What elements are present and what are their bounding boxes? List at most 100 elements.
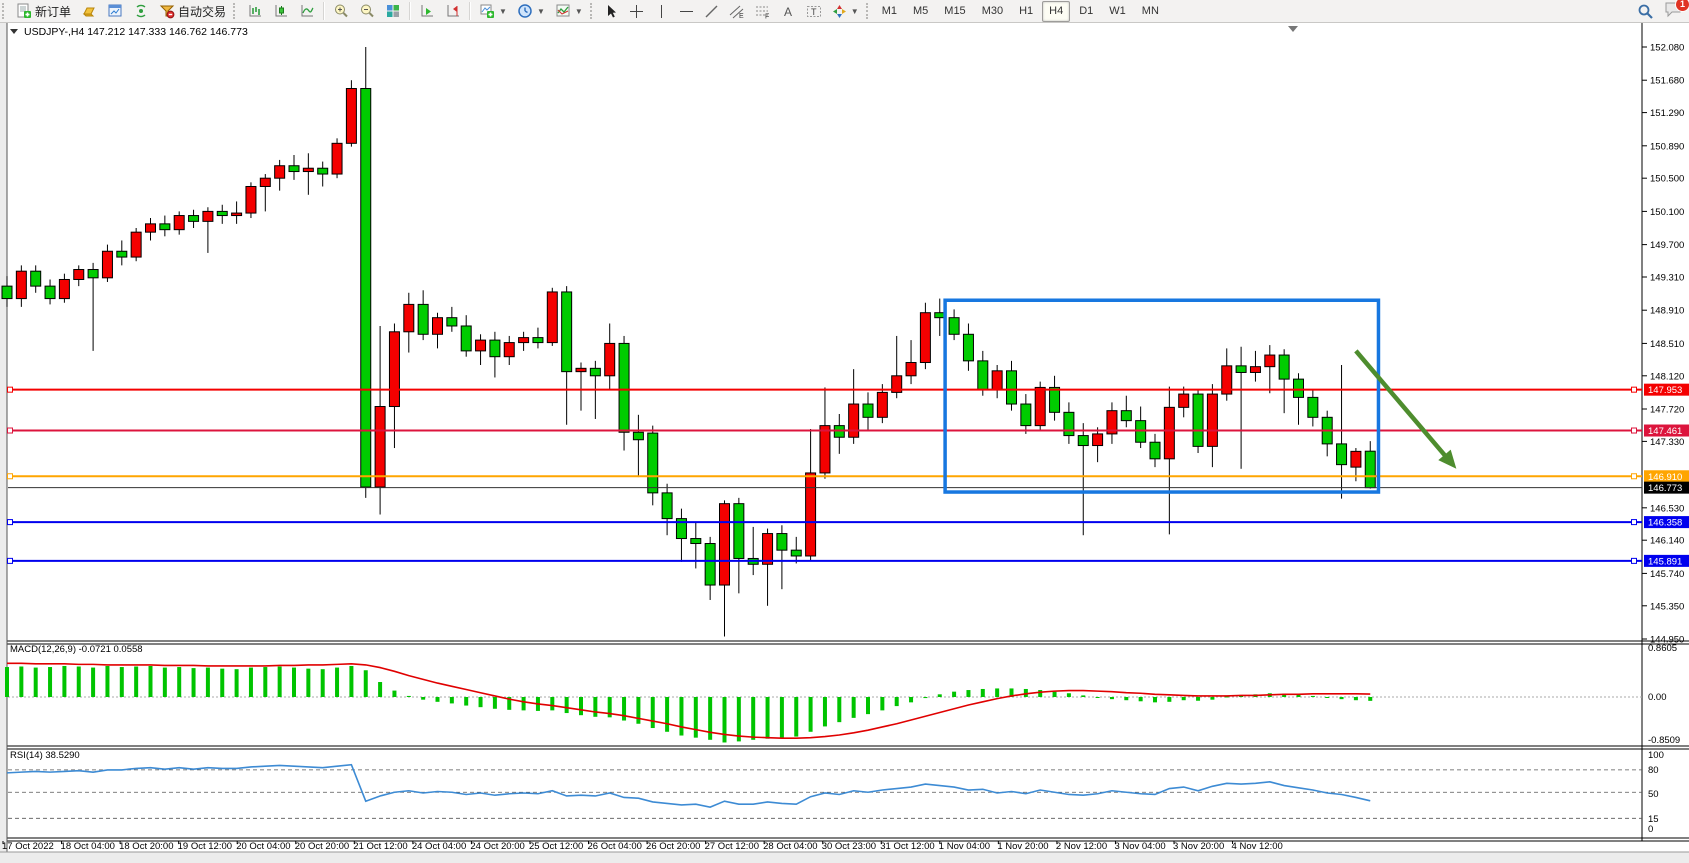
market-watch-button[interactable] xyxy=(76,0,102,23)
timeframe-button-D1[interactable]: D1 xyxy=(1079,4,1094,17)
chevron-down-icon: ▼ xyxy=(850,6,859,16)
candlestick-chart-icon xyxy=(275,5,288,17)
zoom-out-icon xyxy=(361,4,374,18)
svg-text:17 Oct 2022: 17 Oct 2022 xyxy=(2,841,54,852)
bar-chart-button[interactable] xyxy=(242,0,268,23)
trendline-icon xyxy=(705,5,718,17)
profiles-button[interactable]: ▼ xyxy=(512,0,550,23)
fibonacci-tool-button[interactable]: F xyxy=(750,0,776,23)
toolbar-separator xyxy=(469,2,472,20)
svg-text:146.530: 146.530 xyxy=(1650,503,1684,514)
new-order-button[interactable]: 新订单 xyxy=(11,0,76,23)
clock-icon xyxy=(518,4,532,18)
new-order-icon xyxy=(17,3,31,18)
svg-text:3 Nov 20:00: 3 Nov 20:00 xyxy=(1173,841,1224,852)
chevron-down-icon: ▼ xyxy=(574,6,583,16)
chart-shift-marker[interactable] xyxy=(1288,26,1298,32)
timeframe-button-H4[interactable]: H4 xyxy=(1042,0,1071,22)
svg-text:0: 0 xyxy=(1648,824,1653,835)
svg-text:A: A xyxy=(784,5,792,19)
autotrade-icon xyxy=(159,5,175,19)
timeframe-button-H1[interactable]: H1 xyxy=(1019,4,1034,17)
new-chart-button[interactable]: ▼ xyxy=(474,0,512,23)
svg-text:20 Oct 20:00: 20 Oct 20:00 xyxy=(295,841,349,852)
svg-text:151.290: 151.290 xyxy=(1650,108,1684,119)
timeframe-button-M15[interactable]: M15 xyxy=(944,4,966,17)
timeframe-button-M5[interactable]: M5 xyxy=(913,4,929,17)
notifications-button[interactable]: 1 xyxy=(1664,0,1689,23)
timeframe-button-M1[interactable]: M1 xyxy=(881,4,897,17)
toolbar-grip[interactable] xyxy=(865,3,873,19)
zoom-in-icon xyxy=(335,4,348,18)
toolbar: 新订单 自动交易 xyxy=(0,0,1689,23)
horizontal-line-tool-button[interactable] xyxy=(674,0,699,23)
svg-text:149.310: 149.310 xyxy=(1650,272,1684,283)
auto-scroll-button[interactable] xyxy=(414,0,440,23)
text-label-tool-button[interactable]: T xyxy=(801,0,827,23)
zoom-out-button[interactable] xyxy=(354,0,380,23)
svg-text:26 Oct 04:00: 26 Oct 04:00 xyxy=(588,841,642,852)
price-lines[interactable] xyxy=(7,386,1643,564)
chevron-down-icon: ▼ xyxy=(536,6,545,16)
timeframe-button-M30[interactable]: M30 xyxy=(981,4,1004,17)
time-axis[interactable]: 17 Oct 2022 18 Oct 04:00 18 Oct 20:00 19 Oc… xyxy=(2,841,1283,852)
sell-arrow[interactable] xyxy=(1354,349,1457,469)
svg-text:25 Oct 12:00: 25 Oct 12:00 xyxy=(529,841,583,852)
chevron-down-icon: ▼ xyxy=(499,6,507,16)
arrows-tool-button[interactable]: ▼ xyxy=(827,0,864,23)
svg-text:21 Oct 12:00: 21 Oct 12:00 xyxy=(353,841,407,852)
toolbar-grip[interactable] xyxy=(2,3,9,19)
svg-text:50: 50 xyxy=(1648,789,1659,800)
svg-text:146.140: 146.140 xyxy=(1650,536,1684,547)
svg-text:20 Oct 04:00: 20 Oct 04:00 xyxy=(236,841,290,852)
one-click-trading-toggle[interactable] xyxy=(10,29,18,34)
macd-label: MACD(12,26,9) -0.0721 0.0558 xyxy=(10,644,143,655)
svg-text:0.00: 0.00 xyxy=(1648,692,1667,703)
svg-text:24 Oct 20:00: 24 Oct 20:00 xyxy=(470,841,524,852)
chart-shift-button[interactable] xyxy=(440,0,466,23)
toolbar-grip[interactable] xyxy=(589,3,597,19)
text-tool-button[interactable]: A xyxy=(776,0,801,23)
candlestick-chart-button[interactable] xyxy=(268,0,294,23)
svg-text:31 Oct 12:00: 31 Oct 12:00 xyxy=(880,841,934,852)
cursor-tool-button[interactable] xyxy=(599,0,624,23)
svg-text:145.350: 145.350 xyxy=(1650,601,1684,612)
svg-text:152.080: 152.080 xyxy=(1650,43,1684,54)
chart-shift-icon xyxy=(447,5,460,17)
toolbar-grip[interactable] xyxy=(233,3,240,19)
svg-text:145.740: 145.740 xyxy=(1650,569,1684,580)
svg-text:148.120: 148.120 xyxy=(1650,371,1684,382)
macd-panel: MACD(12,26,9) -0.0721 0.0558 0.8605 0.00 -0… xyxy=(5,643,1680,746)
svg-text:F: F xyxy=(765,13,769,19)
analysis-rectangle[interactable] xyxy=(943,298,1381,494)
autotrade-label: 自动交易 xyxy=(178,4,227,19)
svg-text:0.8605: 0.8605 xyxy=(1648,643,1677,654)
svg-text:100: 100 xyxy=(1648,750,1664,761)
vertical-line-icon xyxy=(660,4,662,18)
equidistant-channel-tool-button[interactable]: E xyxy=(724,0,750,23)
chart-title-row: USDJPY-,H4 147.212 147.333 146.762 146.7… xyxy=(10,26,1298,38)
crosshair-tool-button[interactable] xyxy=(624,0,649,23)
navigator-icon xyxy=(136,4,146,18)
price-axis[interactable]: 152.080 151.680 151.290 150.890 150.500 150.1… xyxy=(1642,43,1684,646)
autotrade-button[interactable]: 自动交易 xyxy=(154,0,231,23)
trendline-tool-button[interactable] xyxy=(699,0,724,23)
svg-text:150.890: 150.890 xyxy=(1650,141,1684,152)
vertical-line-tool-button[interactable] xyxy=(649,0,674,23)
timeframe-button-W1[interactable]: W1 xyxy=(1109,4,1126,17)
tile-windows-button[interactable] xyxy=(380,0,406,23)
svg-text:146.773: 146.773 xyxy=(1648,483,1682,494)
search-icon[interactable] xyxy=(1637,3,1654,20)
indicators-icon xyxy=(556,4,570,17)
svg-text:28 Oct 04:00: 28 Oct 04:00 xyxy=(763,841,817,852)
zoom-in-button[interactable] xyxy=(328,0,354,23)
equidistant-channel-icon: E xyxy=(729,5,744,19)
data-window-button[interactable] xyxy=(102,0,128,23)
timeframe-button-MN[interactable]: MN xyxy=(1141,4,1159,17)
indicators-button[interactable]: ▼ xyxy=(550,0,588,23)
svg-text:18 Oct 20:00: 18 Oct 20:00 xyxy=(119,841,173,852)
navigator-button[interactable] xyxy=(128,0,154,23)
line-chart-button[interactable] xyxy=(294,0,320,23)
